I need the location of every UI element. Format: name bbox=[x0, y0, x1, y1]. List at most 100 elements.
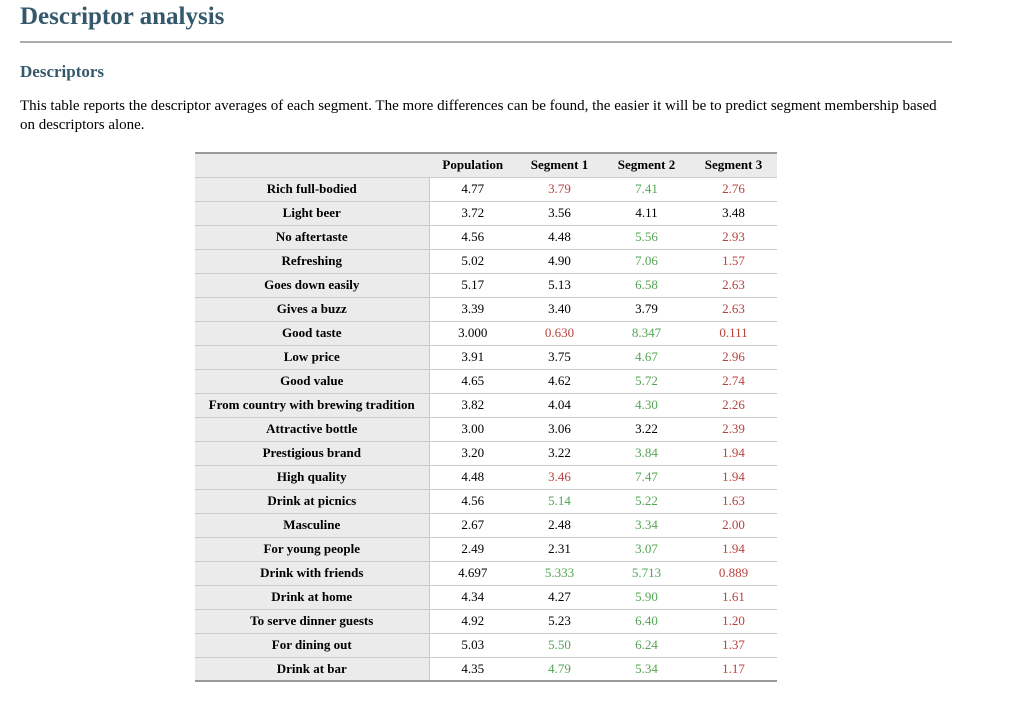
cell-value: 4.56 bbox=[429, 489, 516, 514]
cell-value: 5.333 bbox=[516, 561, 603, 586]
cell-value: 1.20 bbox=[690, 609, 777, 634]
cell-value: 6.58 bbox=[603, 273, 690, 298]
cell-value: 5.72 bbox=[603, 369, 690, 394]
cell-value: 4.56 bbox=[429, 225, 516, 250]
cell-value: 7.47 bbox=[603, 465, 690, 490]
column-header-segment-3: Segment 3 bbox=[690, 153, 777, 178]
cell-value: 7.06 bbox=[603, 249, 690, 274]
cell-value: 2.39 bbox=[690, 417, 777, 442]
cell-value: 4.79 bbox=[548, 660, 571, 676]
cell-value: 3.82 bbox=[429, 393, 516, 418]
cell-value: 5.713 bbox=[603, 561, 690, 586]
cell-value: 4.48 bbox=[429, 465, 516, 490]
table-row: For dining out 5.03 5.50 6.24 1.37 bbox=[195, 633, 777, 658]
cell-value: 3.39 bbox=[429, 297, 516, 322]
table-row: Good taste 3.000 0.630 8.347 0.111 bbox=[195, 321, 777, 346]
table-row: Good value 4.65 4.62 5.72 2.74 bbox=[195, 369, 777, 394]
cell-value: 6.24 bbox=[603, 633, 690, 658]
cell-value: 1.94 bbox=[690, 441, 777, 466]
table-body: Rich full-bodied 4.77 3.79 7.41 2.76 Light be… bbox=[195, 177, 777, 681]
cell-value: 2.63 bbox=[690, 297, 777, 322]
cell-value: 3.48 bbox=[690, 201, 777, 226]
cell-value: 4.697 bbox=[429, 561, 516, 586]
cell-value: 4.67 bbox=[603, 345, 690, 370]
cell-value: 4.77 bbox=[429, 177, 516, 202]
row-label: Good taste bbox=[195, 321, 430, 346]
cell-value: 3.000 bbox=[429, 321, 516, 346]
descriptor-table: Population Segment 1 Segment 2 Segment 3… bbox=[195, 152, 777, 682]
cell-value: 4.92 bbox=[429, 609, 516, 634]
cell-value: 2.93 bbox=[690, 225, 777, 250]
cell-value: 7.41 bbox=[603, 177, 690, 202]
cell-value: 2.31 bbox=[516, 537, 603, 562]
cell-value: 1.37 bbox=[690, 633, 777, 658]
table-row: Drink with friends 4.697 5.333 5.713 0.889 bbox=[195, 561, 777, 586]
row-label: To serve dinner guests bbox=[195, 609, 430, 634]
cell-value: 1.17 bbox=[722, 660, 745, 676]
row-label: Drink with friends bbox=[195, 561, 430, 586]
column-header-empty bbox=[195, 153, 430, 178]
row-label: Attractive bottle bbox=[195, 417, 430, 442]
report-content: Descriptor analysis Descriptors This tab… bbox=[20, 2, 952, 682]
cell-value: 4.48 bbox=[516, 225, 603, 250]
row-label: High quality bbox=[195, 465, 430, 490]
cell-value: 3.40 bbox=[516, 297, 603, 322]
table-row: Prestigious brand 3.20 3.22 3.84 1.94 bbox=[195, 441, 777, 466]
cell-value: 3.46 bbox=[516, 465, 603, 490]
cell-value: 3.91 bbox=[429, 345, 516, 370]
cell-value: 2.48 bbox=[516, 513, 603, 538]
row-label: Goes down easily bbox=[195, 273, 430, 298]
cell-value: 2.00 bbox=[690, 513, 777, 538]
row-label: Good value bbox=[195, 369, 430, 394]
cell-value: 4.34 bbox=[429, 585, 516, 610]
cell-value: 1.94 bbox=[690, 537, 777, 562]
cell-value: 4.62 bbox=[516, 369, 603, 394]
row-label: Rich full-bodied bbox=[195, 177, 430, 202]
cell-value: 5.17 bbox=[429, 273, 516, 298]
column-header-population: Population bbox=[429, 153, 516, 178]
cell-value: 5.56 bbox=[603, 225, 690, 250]
cell-value: 2.67 bbox=[429, 513, 516, 538]
cell-value: 2.96 bbox=[690, 345, 777, 370]
cell-value: 2.26 bbox=[690, 393, 777, 418]
row-label: Drink at picnics bbox=[195, 489, 430, 514]
table-row: Attractive bottle 3.00 3.06 3.22 2.39 bbox=[195, 417, 777, 442]
cell-value: 5.34 bbox=[635, 660, 658, 676]
table-row: For young people 2.49 2.31 3.07 1.94 bbox=[195, 537, 777, 562]
cell-value: 0.889 bbox=[690, 561, 777, 586]
cell-value: 3.84 bbox=[603, 441, 690, 466]
cell-value: 3.20 bbox=[429, 441, 516, 466]
cell-value: 8.347 bbox=[603, 321, 690, 346]
cell-value: 4.11 bbox=[603, 201, 690, 226]
cell-value: 5.02 bbox=[429, 249, 516, 274]
row-label: For young people bbox=[195, 537, 430, 562]
cell-value: 1.61 bbox=[690, 585, 777, 610]
table-row: Light beer 3.72 3.56 4.11 3.48 bbox=[195, 201, 777, 226]
page-title: Descriptor analysis bbox=[20, 3, 225, 30]
cell-value: 1.63 bbox=[690, 489, 777, 514]
column-header-segment-2: Segment 2 bbox=[603, 153, 690, 178]
cell-value: 4.27 bbox=[516, 585, 603, 610]
cell-value: 1.94 bbox=[690, 465, 777, 490]
row-label: Low price bbox=[195, 345, 430, 370]
section-heading: Descriptors bbox=[20, 62, 105, 81]
column-header-segment-1: Segment 1 bbox=[516, 153, 603, 178]
cell-value: 3.79 bbox=[603, 297, 690, 322]
cell-value: 4.35 bbox=[461, 660, 485, 676]
table-row: Refreshing 5.02 4.90 7.06 1.57 bbox=[195, 249, 777, 274]
cell-value: 4.65 bbox=[429, 369, 516, 394]
cell-value: 2.74 bbox=[690, 369, 777, 394]
cell-value: 0.630 bbox=[516, 321, 603, 346]
row-label: Gives a buzz bbox=[195, 297, 430, 322]
table-row: To serve dinner guests 4.92 5.23 6.40 1.20 bbox=[195, 609, 777, 634]
cell-value: 6.40 bbox=[603, 609, 690, 634]
table-row: Low price 3.91 3.75 4.67 2.96 bbox=[195, 345, 777, 370]
cell-value: 0.111 bbox=[690, 321, 777, 346]
table-row: From country with brewing tradition 3.82 4… bbox=[195, 393, 777, 418]
cell-value: 3.06 bbox=[516, 417, 603, 442]
cell-value: 4.04 bbox=[516, 393, 603, 418]
row-label: From country with brewing tradition bbox=[195, 393, 430, 418]
cell-value: 3.34 bbox=[603, 513, 690, 538]
cell-value: 3.07 bbox=[603, 537, 690, 562]
cell-value: 5.50 bbox=[516, 633, 603, 658]
